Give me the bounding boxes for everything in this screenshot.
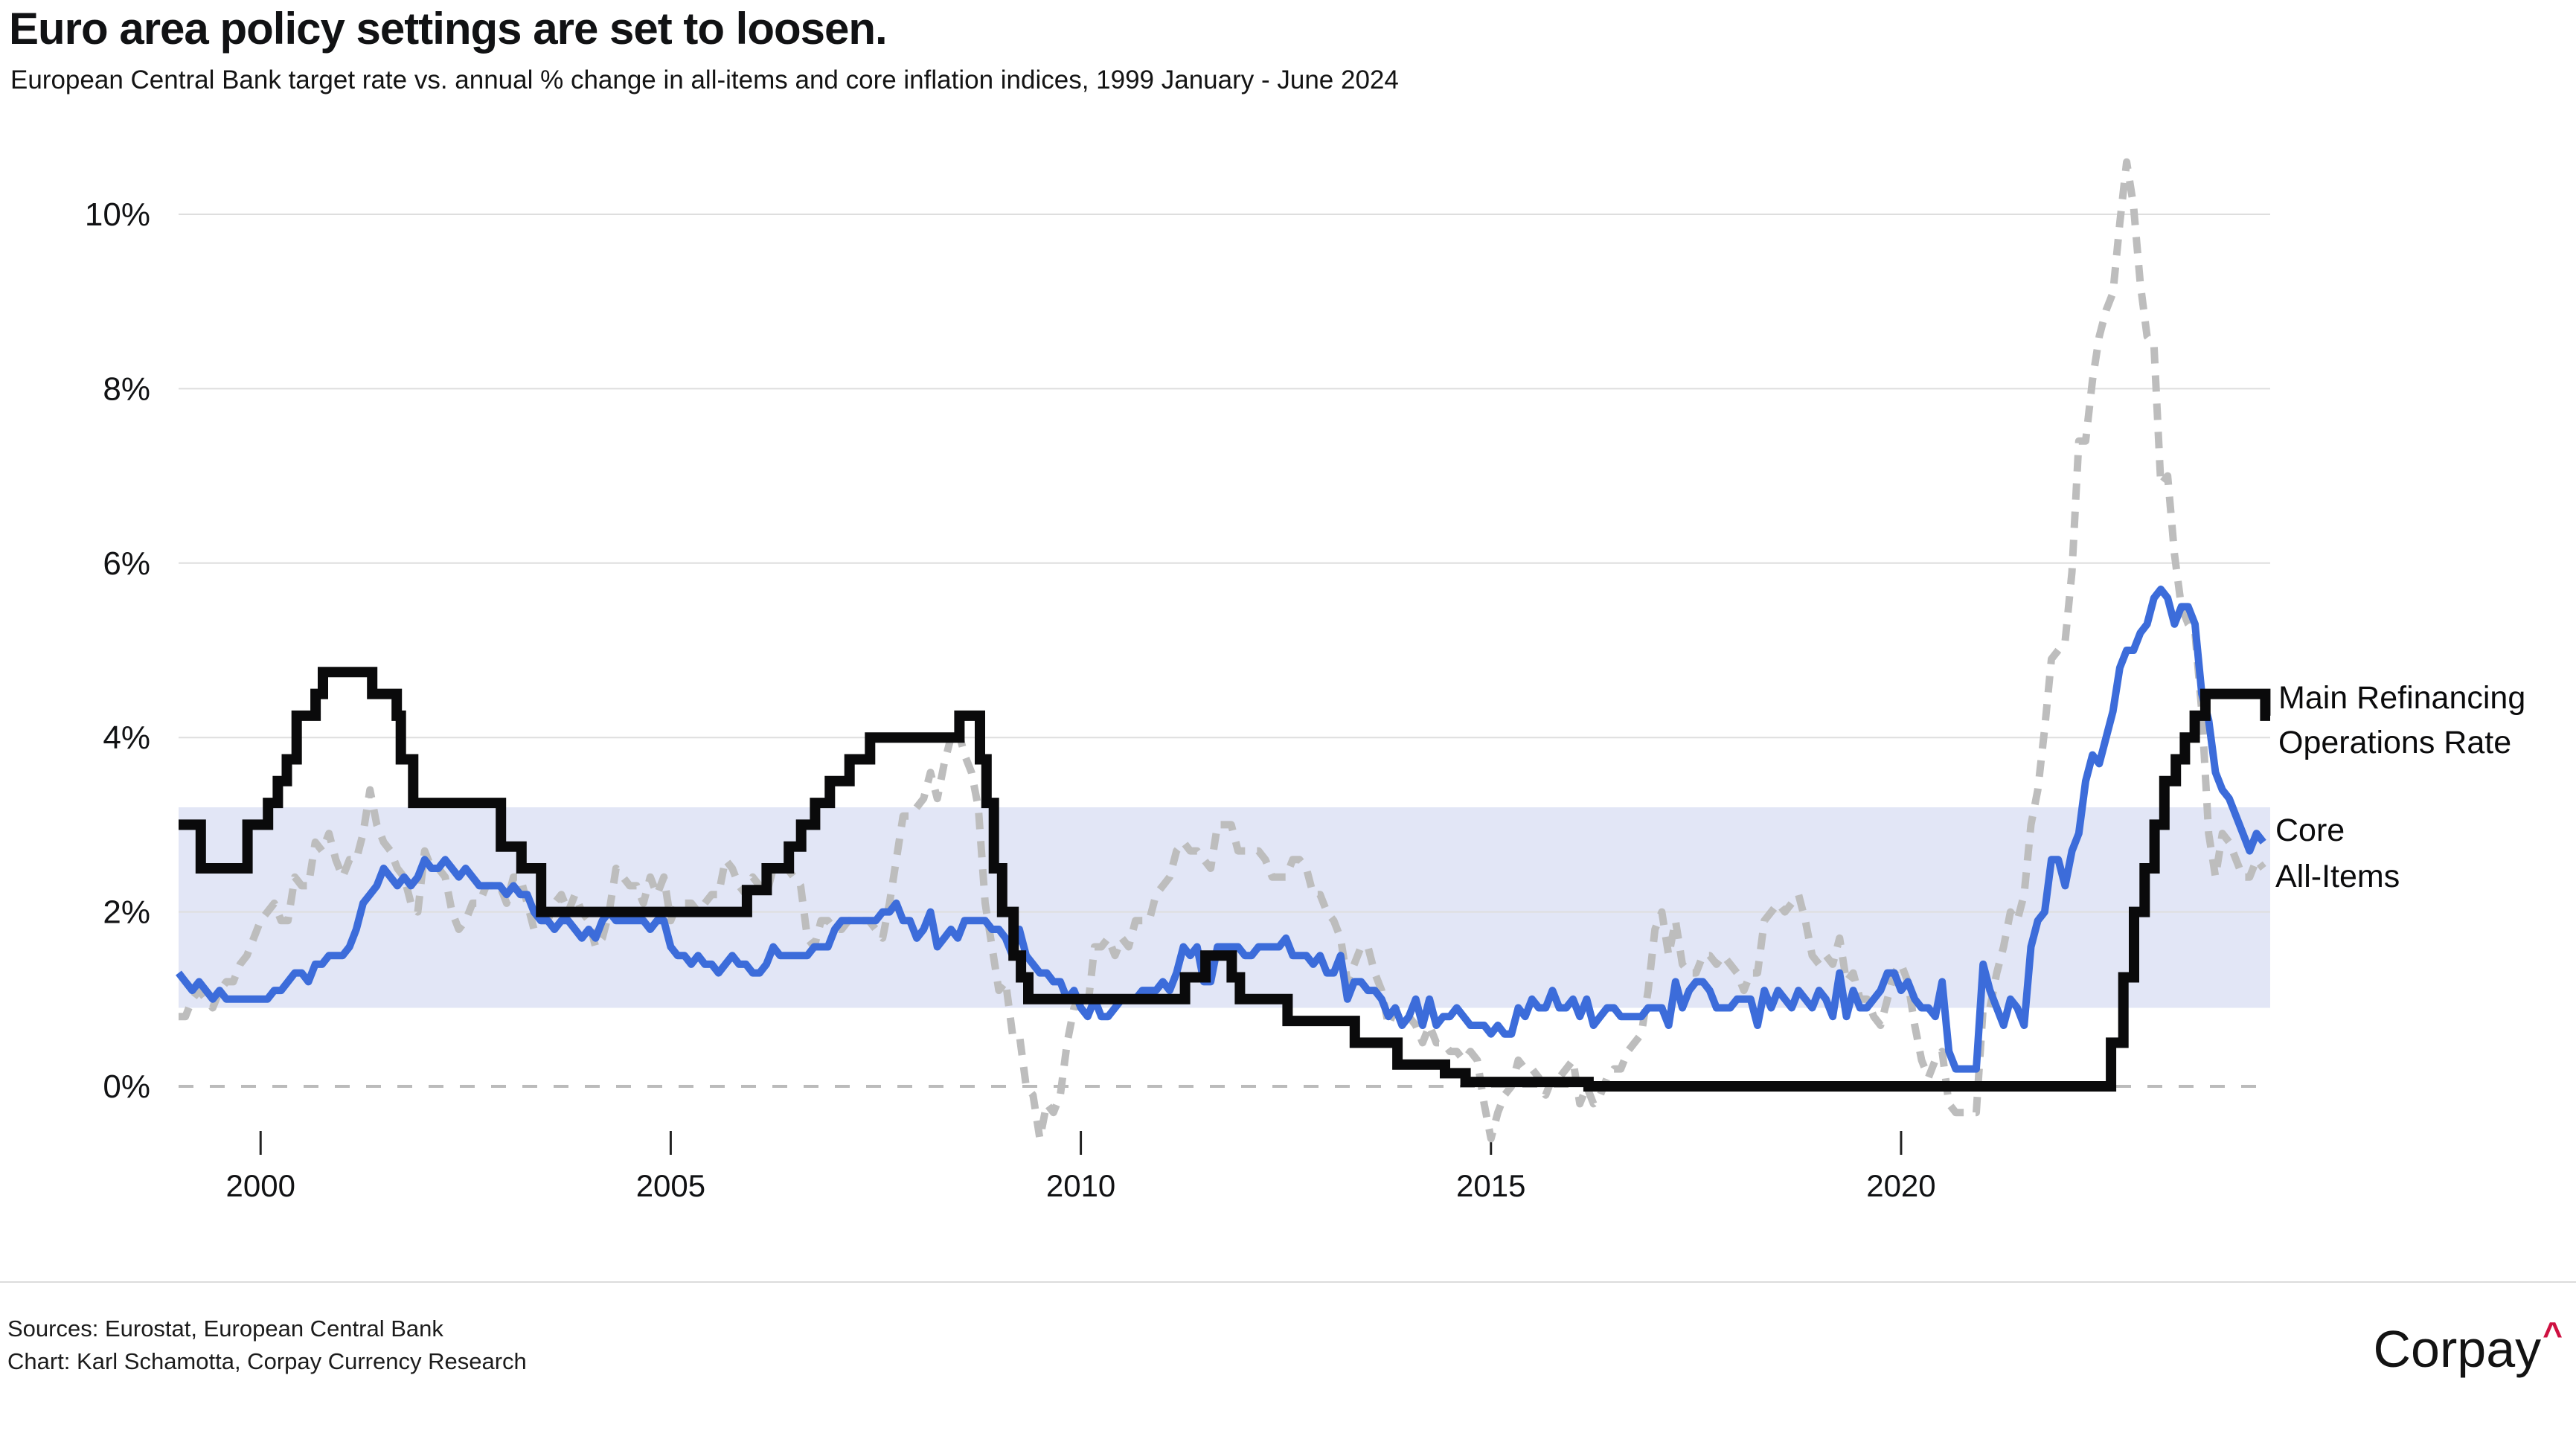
series-main-refinancing-operations-rate-line [179,667,2271,1092]
x-tick-label: 2000 [226,1168,295,1203]
series-label-main-refinancing-operations-rate: Main Refinancing Operations Rate [2278,676,2525,765]
series-label-mro-line2: Operations Rate [2278,725,2512,760]
x-tick-label: 2005 [636,1168,705,1203]
x-tick-label: 2015 [1456,1168,1525,1203]
series-label-all-items: All-Items [2275,859,2400,894]
y-tick-label: 2% [103,894,150,931]
y-tick-label: 4% [103,720,150,756]
x-tick-label: 2020 [1866,1168,1935,1203]
target-band-highlight [179,807,2270,1008]
series-label-core: Core [2275,813,2345,848]
page-subtitle: European Central Bank target rate vs. an… [10,65,1399,94]
y-tick-label: 0% [103,1068,150,1105]
corpay-logo-caret-icon: ^ [2543,1315,2563,1353]
y-tick-label: 8% [103,371,150,407]
footer-credit: Chart: Karl Schamotta, Corpay Currency R… [7,1348,527,1374]
y-tick-label: 10% [85,196,150,233]
x-tick-label: 2010 [1046,1168,1115,1203]
y-tick-label: 6% [103,545,150,582]
page-title: Euro area policy settings are set to loo… [9,4,888,54]
footer-sources: Sources: Eurostat, European Central Bank [7,1316,443,1342]
series-core-line [176,586,2266,1073]
series-label-mro-line1: Main Refinancing [2278,680,2526,716]
corpay-logo-text: Corpay [2373,1320,2542,1378]
corpay-logo: Corpay^ [2373,1314,2563,1379]
footer-divider [0,1281,2576,1283]
